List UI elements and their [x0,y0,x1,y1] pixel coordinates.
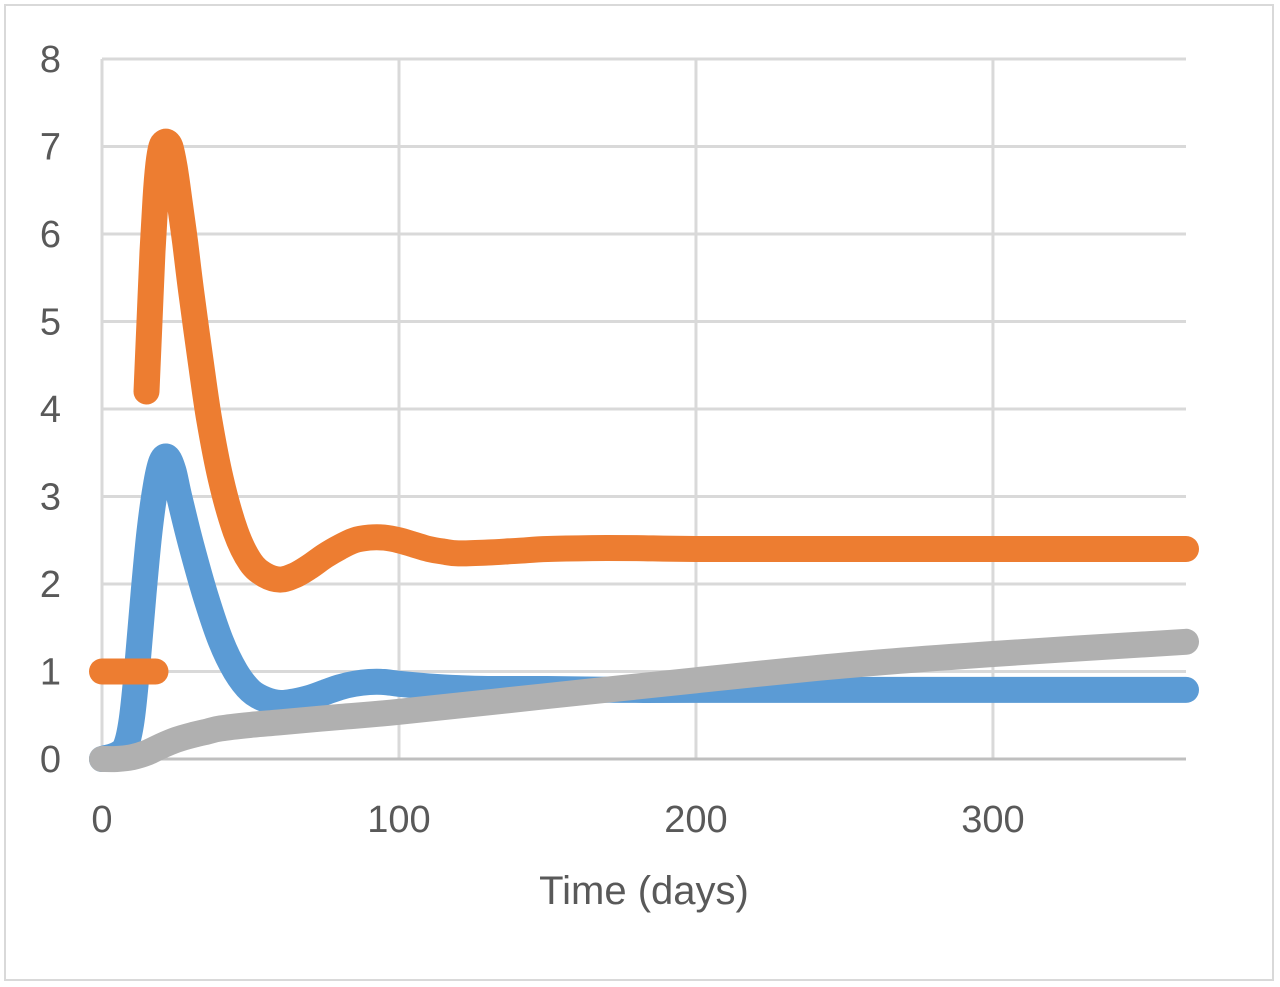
y-tick-label: 2 [40,564,61,606]
y-tick-label: 6 [40,214,61,256]
y-tick-label: 7 [40,127,61,169]
y-tick-label: 3 [40,477,61,519]
series-line-3 [89,628,1199,773]
y-tick-label: 5 [40,302,61,344]
y-tick-label: 4 [40,389,61,431]
x-tick-label: 100 [367,799,430,841]
y-tick-labels: 0 1 2 3 4 5 6 7 8 [40,39,61,781]
chart-frame: 0 1 2 3 4 5 6 7 8 0 100 200 300 Time (days) [4,4,1274,981]
series-line-2 [133,128,1199,593]
x-axis-title: Time (days) [539,869,749,913]
x-tick-labels: 0 100 200 300 [91,799,1024,841]
series-layer [89,128,1199,773]
x-tick-label: 0 [91,799,112,841]
x-tick-label: 200 [664,799,727,841]
y-tick-label: 8 [40,39,61,81]
y-tick-label: 1 [40,652,61,694]
x-tick-label: 300 [961,799,1024,841]
line-chart: 0 1 2 3 4 5 6 7 8 0 100 200 300 Time (days) [40,39,1199,913]
y-tick-label: 0 [40,739,61,781]
